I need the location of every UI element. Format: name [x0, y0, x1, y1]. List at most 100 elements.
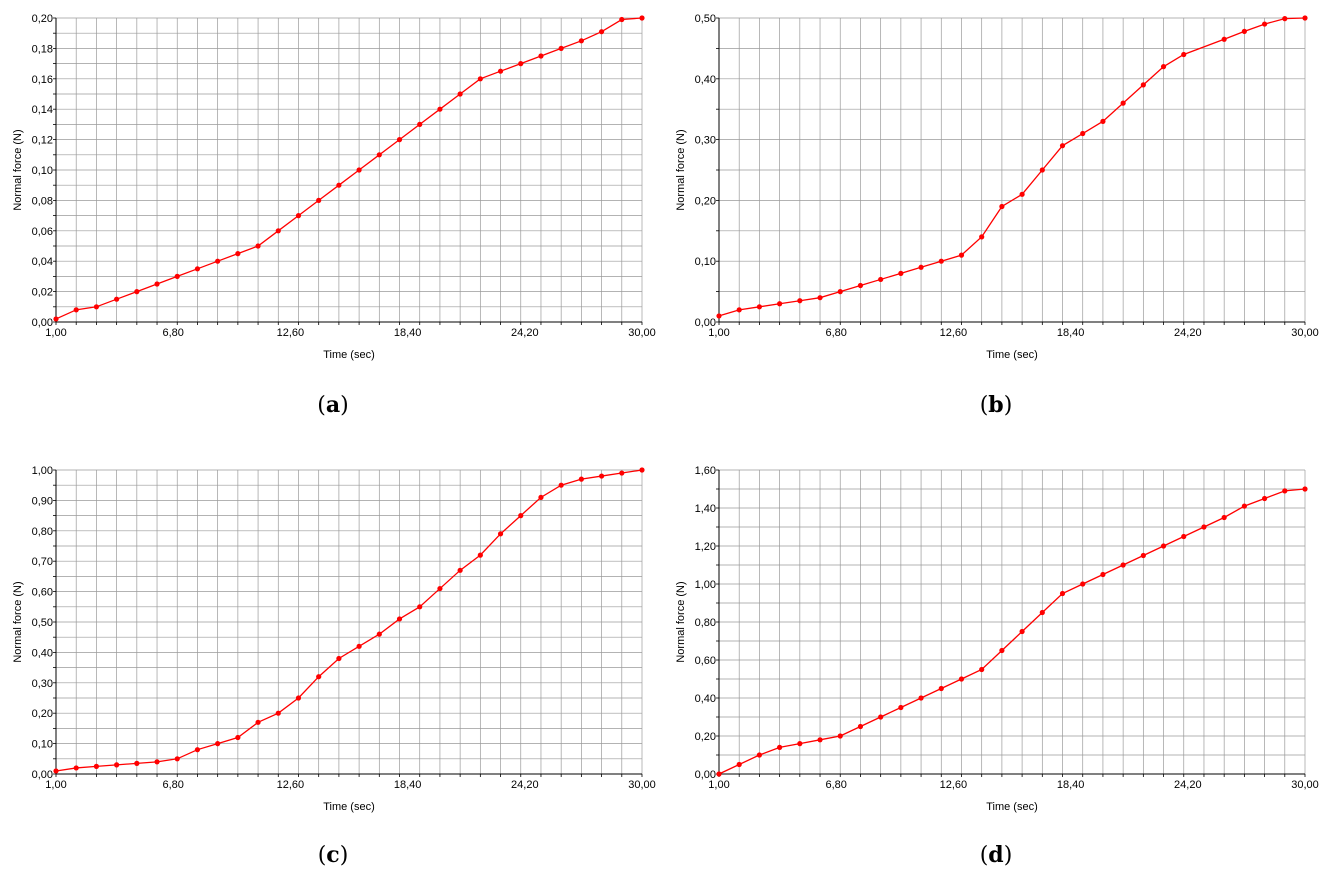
data-point [73, 307, 79, 313]
data-point [878, 276, 884, 283]
y-tick-label: 0,00 [32, 769, 53, 781]
data-point [1140, 552, 1146, 559]
grid [718, 17, 1306, 323]
data-point [497, 68, 504, 74]
data-point [999, 203, 1005, 210]
y-tick-label: 0,60 [32, 587, 53, 599]
data-point [979, 234, 985, 240]
data-point [817, 295, 823, 301]
y-tick-label: 0,12 [32, 135, 53, 147]
data-point [716, 771, 722, 777]
data-point [1282, 488, 1288, 494]
x-tick-label: 30,00 [1291, 327, 1319, 339]
y-tick-label: 0,00 [695, 317, 716, 329]
x-tick-label: 18,40 [1057, 327, 1085, 339]
data-point [1261, 21, 1268, 27]
chart-panel-c: 0,00 0,10 0,20 0,30 0,40 0,50 0,60 0,70 0,80 0,90… [0, 452, 666, 892]
y-tick-label: 0,18 [32, 43, 53, 55]
data-point [598, 29, 605, 35]
data-point [918, 695, 924, 701]
chart-panel-d: 0,00 0,20 0,40 0,60 0,80 1,00 1,20 1,40 1,60 1,00… [663, 452, 1329, 892]
data-point [958, 252, 965, 258]
x-tick-label: 30,00 [628, 327, 656, 339]
data-point [1282, 16, 1288, 22]
data-point [1221, 514, 1227, 521]
data-point [1019, 628, 1025, 635]
data-point [316, 197, 322, 203]
data-point [938, 685, 944, 692]
data-point [114, 296, 120, 302]
x-tick-label: 18,40 [394, 779, 422, 791]
data-point [477, 76, 483, 82]
data-point [174, 756, 180, 762]
data-point [797, 741, 803, 747]
data-point [958, 676, 965, 682]
data-point [1039, 609, 1045, 616]
y-tick-label: 0,10 [695, 256, 716, 268]
data-point [578, 476, 584, 482]
data-point [756, 752, 763, 758]
data-point [857, 282, 864, 289]
data-point [477, 552, 483, 558]
line-chart-c: 0,00 0,10 0,20 0,30 0,40 0,50 0,60 0,70 0,80 0,90… [12, 465, 656, 813]
y-tick-label: 0,80 [32, 526, 53, 538]
x-tick-label: 18,40 [394, 327, 422, 339]
x-tick-label: 24,20 [1174, 327, 1202, 339]
y-axis-title: Normal force (N) [12, 129, 24, 210]
grid [55, 469, 643, 775]
data-point [93, 304, 100, 310]
x-tick-label: 6,80 [825, 779, 846, 791]
data-point [716, 313, 722, 319]
data-point [756, 304, 763, 310]
x-tick-label: 12,60 [940, 779, 968, 791]
y-axis-title: Normal force (N) [675, 129, 687, 210]
data-point [73, 765, 79, 771]
y-tick-label: 1,60 [695, 465, 716, 477]
caption-letter-b: b [988, 392, 1004, 418]
chart-panel-b: 0,00 0,10 0,20 0,30 0,40 0,50 1,00 6,80 12,60 18,… [663, 0, 1329, 440]
y-axis-title: Normal force (N) [12, 581, 24, 662]
y-tick-label: 1,40 [695, 503, 716, 515]
data-point [215, 258, 221, 264]
data-point [316, 674, 322, 680]
y-tick-label: 0,06 [32, 226, 53, 238]
grid [718, 469, 1306, 775]
chart-panel-a: 0,00 0,02 0,04 0,06 0,08 0,10 0,12 0,14 0,16 0,18… [0, 0, 666, 440]
y-tick-label: 0,40 [695, 693, 716, 705]
data-point [437, 106, 443, 112]
data-point [1019, 191, 1025, 197]
data-point [497, 531, 504, 537]
data-point [336, 655, 342, 662]
data-point [1059, 590, 1066, 597]
data-point [376, 152, 382, 158]
data-point [93, 763, 100, 769]
x-tick-label: 24,20 [511, 327, 539, 339]
data-point [437, 585, 443, 592]
y-axis-title: Normal force (N) [675, 581, 687, 662]
data-point [457, 567, 463, 573]
data-point [857, 723, 864, 730]
y-tick-label: 0,00 [695, 769, 716, 781]
data-point [396, 137, 403, 143]
series-line [55, 469, 643, 772]
y-tick-label: 0,02 [32, 287, 53, 299]
y-tick-label: 0,50 [695, 13, 716, 25]
data-point [538, 53, 544, 59]
data-point [777, 301, 783, 307]
data-point [639, 467, 645, 473]
data-point [1039, 167, 1045, 173]
data-point [255, 243, 261, 249]
caption-d: (d) [979, 842, 1013, 868]
data-point [837, 733, 843, 739]
data-point [376, 631, 382, 637]
data-point [215, 741, 221, 747]
data-point [275, 710, 281, 716]
data-point [1201, 524, 1207, 530]
caption-a: (a) [317, 392, 349, 418]
data-point [938, 258, 944, 264]
y-tick-label: 0,20 [695, 195, 716, 207]
data-point [1181, 533, 1187, 540]
data-point [1160, 64, 1167, 70]
x-tick-label: 1,00 [45, 327, 66, 339]
